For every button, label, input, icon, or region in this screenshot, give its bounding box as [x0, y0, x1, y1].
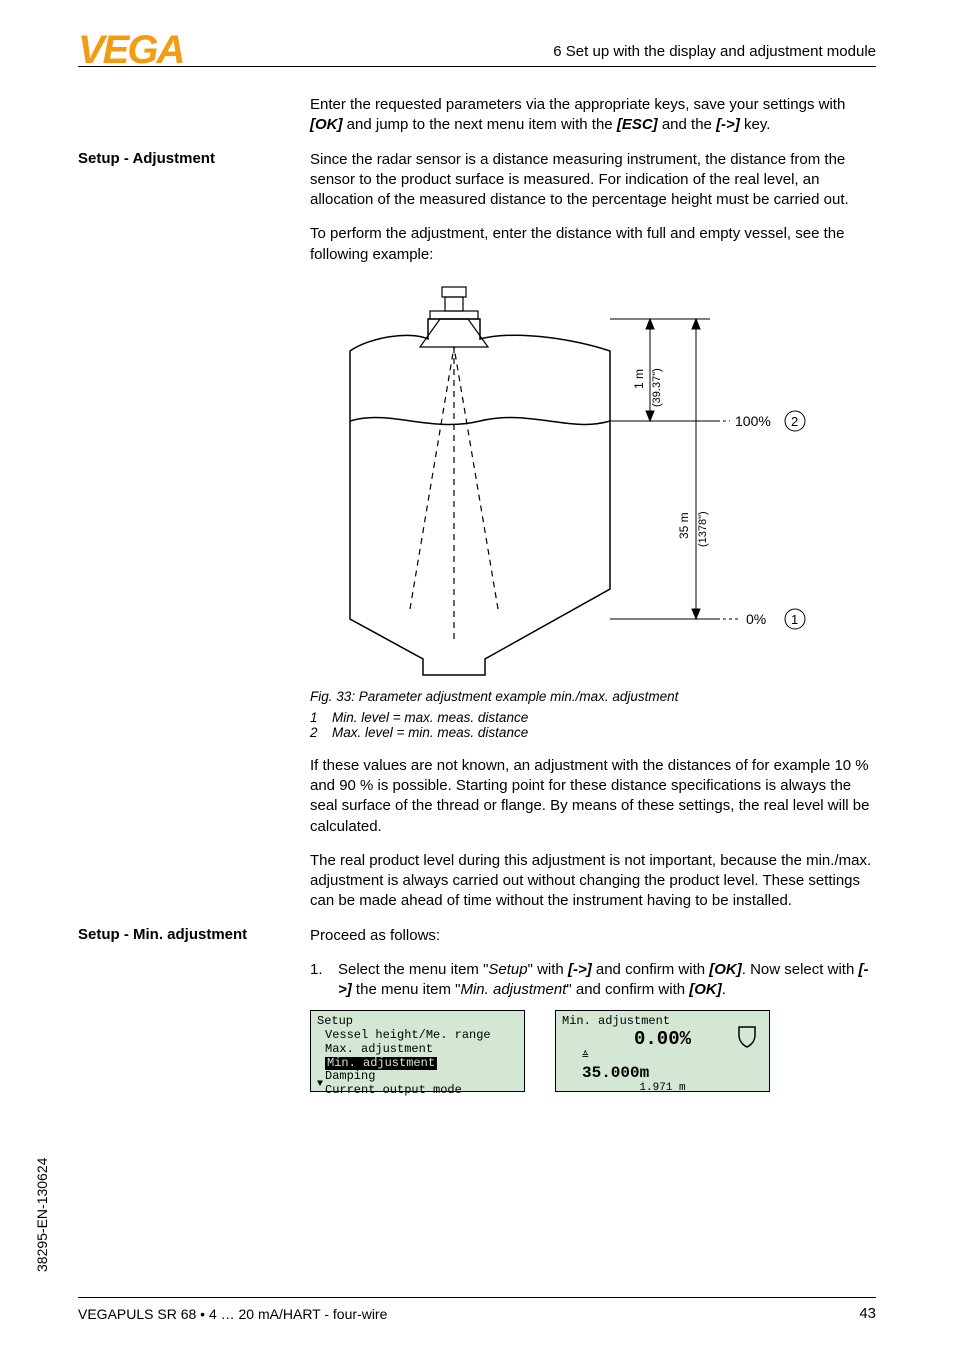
- vessel-figure: 1 m (39.37") 100% 2 35 m (1378") 0% 1: [310, 279, 820, 679]
- lcd1-line1: Setup: [317, 1015, 518, 1029]
- label-100pct: 100%: [735, 413, 771, 429]
- setup-min-intro: Proceed as follows:: [310, 926, 876, 946]
- dim-35m-in: (1378"): [697, 511, 709, 547]
- after-fig-para2: The real product level during this adjus…: [310, 851, 876, 912]
- intro-paragraph: Enter the requested parameters via the a…: [310, 95, 876, 136]
- fig-list-2-text: Max. level = min. meas. distance: [332, 725, 528, 740]
- fig-list-2-num: 2: [310, 725, 332, 740]
- ordered-steps: 1. Select the menu item "Setup" with [->…: [310, 960, 876, 1001]
- footer-left: VEGAPULS SR 68 • 4 … 20 mA/HART - four-w…: [78, 1306, 387, 1322]
- footer-rule: [78, 1297, 876, 1298]
- step1-text: Select the menu item "Setup" with [->] a…: [338, 960, 876, 1001]
- step1-number: 1.: [310, 960, 338, 1001]
- lcd1-line4: Min. adjustment: [325, 1057, 437, 1071]
- lcd1-line5: Damping: [317, 1070, 518, 1084]
- footer-page-number: 43: [859, 1305, 876, 1322]
- lcd1-line2: Vessel height/Me. range: [317, 1029, 518, 1043]
- label-0pct: 0%: [746, 611, 766, 627]
- marker-2: 2: [791, 414, 798, 429]
- header-rule: [78, 66, 876, 67]
- header-section: 6 Set up with the display and adjustment…: [553, 43, 876, 60]
- figure-caption: Fig. 33: Parameter adjustment example mi…: [310, 689, 876, 704]
- lcd1-line6: Current output mode: [317, 1084, 518, 1098]
- heading-setup-adjustment: Setup - Adjustment: [78, 150, 215, 167]
- dim-35m: 35 m: [677, 512, 691, 539]
- lcd2-value3: 1.971 m: [562, 1082, 763, 1095]
- lcd-setup-menu: Setup Vessel height/Me. range Max. adjus…: [310, 1010, 525, 1092]
- lcd-screenshots: Setup Vessel height/Me. range Max. adjus…: [310, 1010, 876, 1092]
- after-fig-para1: If these values are not known, an adjust…: [310, 756, 876, 837]
- marker-1: 1: [791, 612, 798, 627]
- fig-list-1-text: Min. level = max. meas. distance: [332, 710, 528, 725]
- document-id: 38295-EN-130624: [34, 1158, 50, 1272]
- fig-list-1-num: 1: [310, 710, 332, 725]
- figure-legend: 1 Min. level = max. meas. distance 2 Max…: [310, 710, 876, 740]
- setup-adj-para1: Since the radar sensor is a distance mea…: [310, 150, 876, 211]
- dim-1m: 1 m: [632, 369, 646, 389]
- lcd-min-adjustment: Min. adjustment 0.00% ≙ 35.000m 1.971 m: [555, 1010, 770, 1092]
- lcd2-equiv-icon: ≙: [562, 1051, 763, 1064]
- lcd2-value2: 35.000m: [562, 1064, 763, 1082]
- content-area: Enter the requested parameters via the a…: [78, 95, 876, 1092]
- heading-setup-min: Setup - Min. adjustment: [78, 926, 247, 943]
- sensor-icon: [733, 1023, 761, 1051]
- lcd1-arrow-icon: ▼: [317, 1079, 323, 1091]
- lcd1-line3: Max. adjustment: [317, 1043, 518, 1057]
- setup-adj-para2: To perform the adjustment, enter the dis…: [310, 224, 876, 265]
- dim-1m-in: (39.37"): [651, 368, 663, 407]
